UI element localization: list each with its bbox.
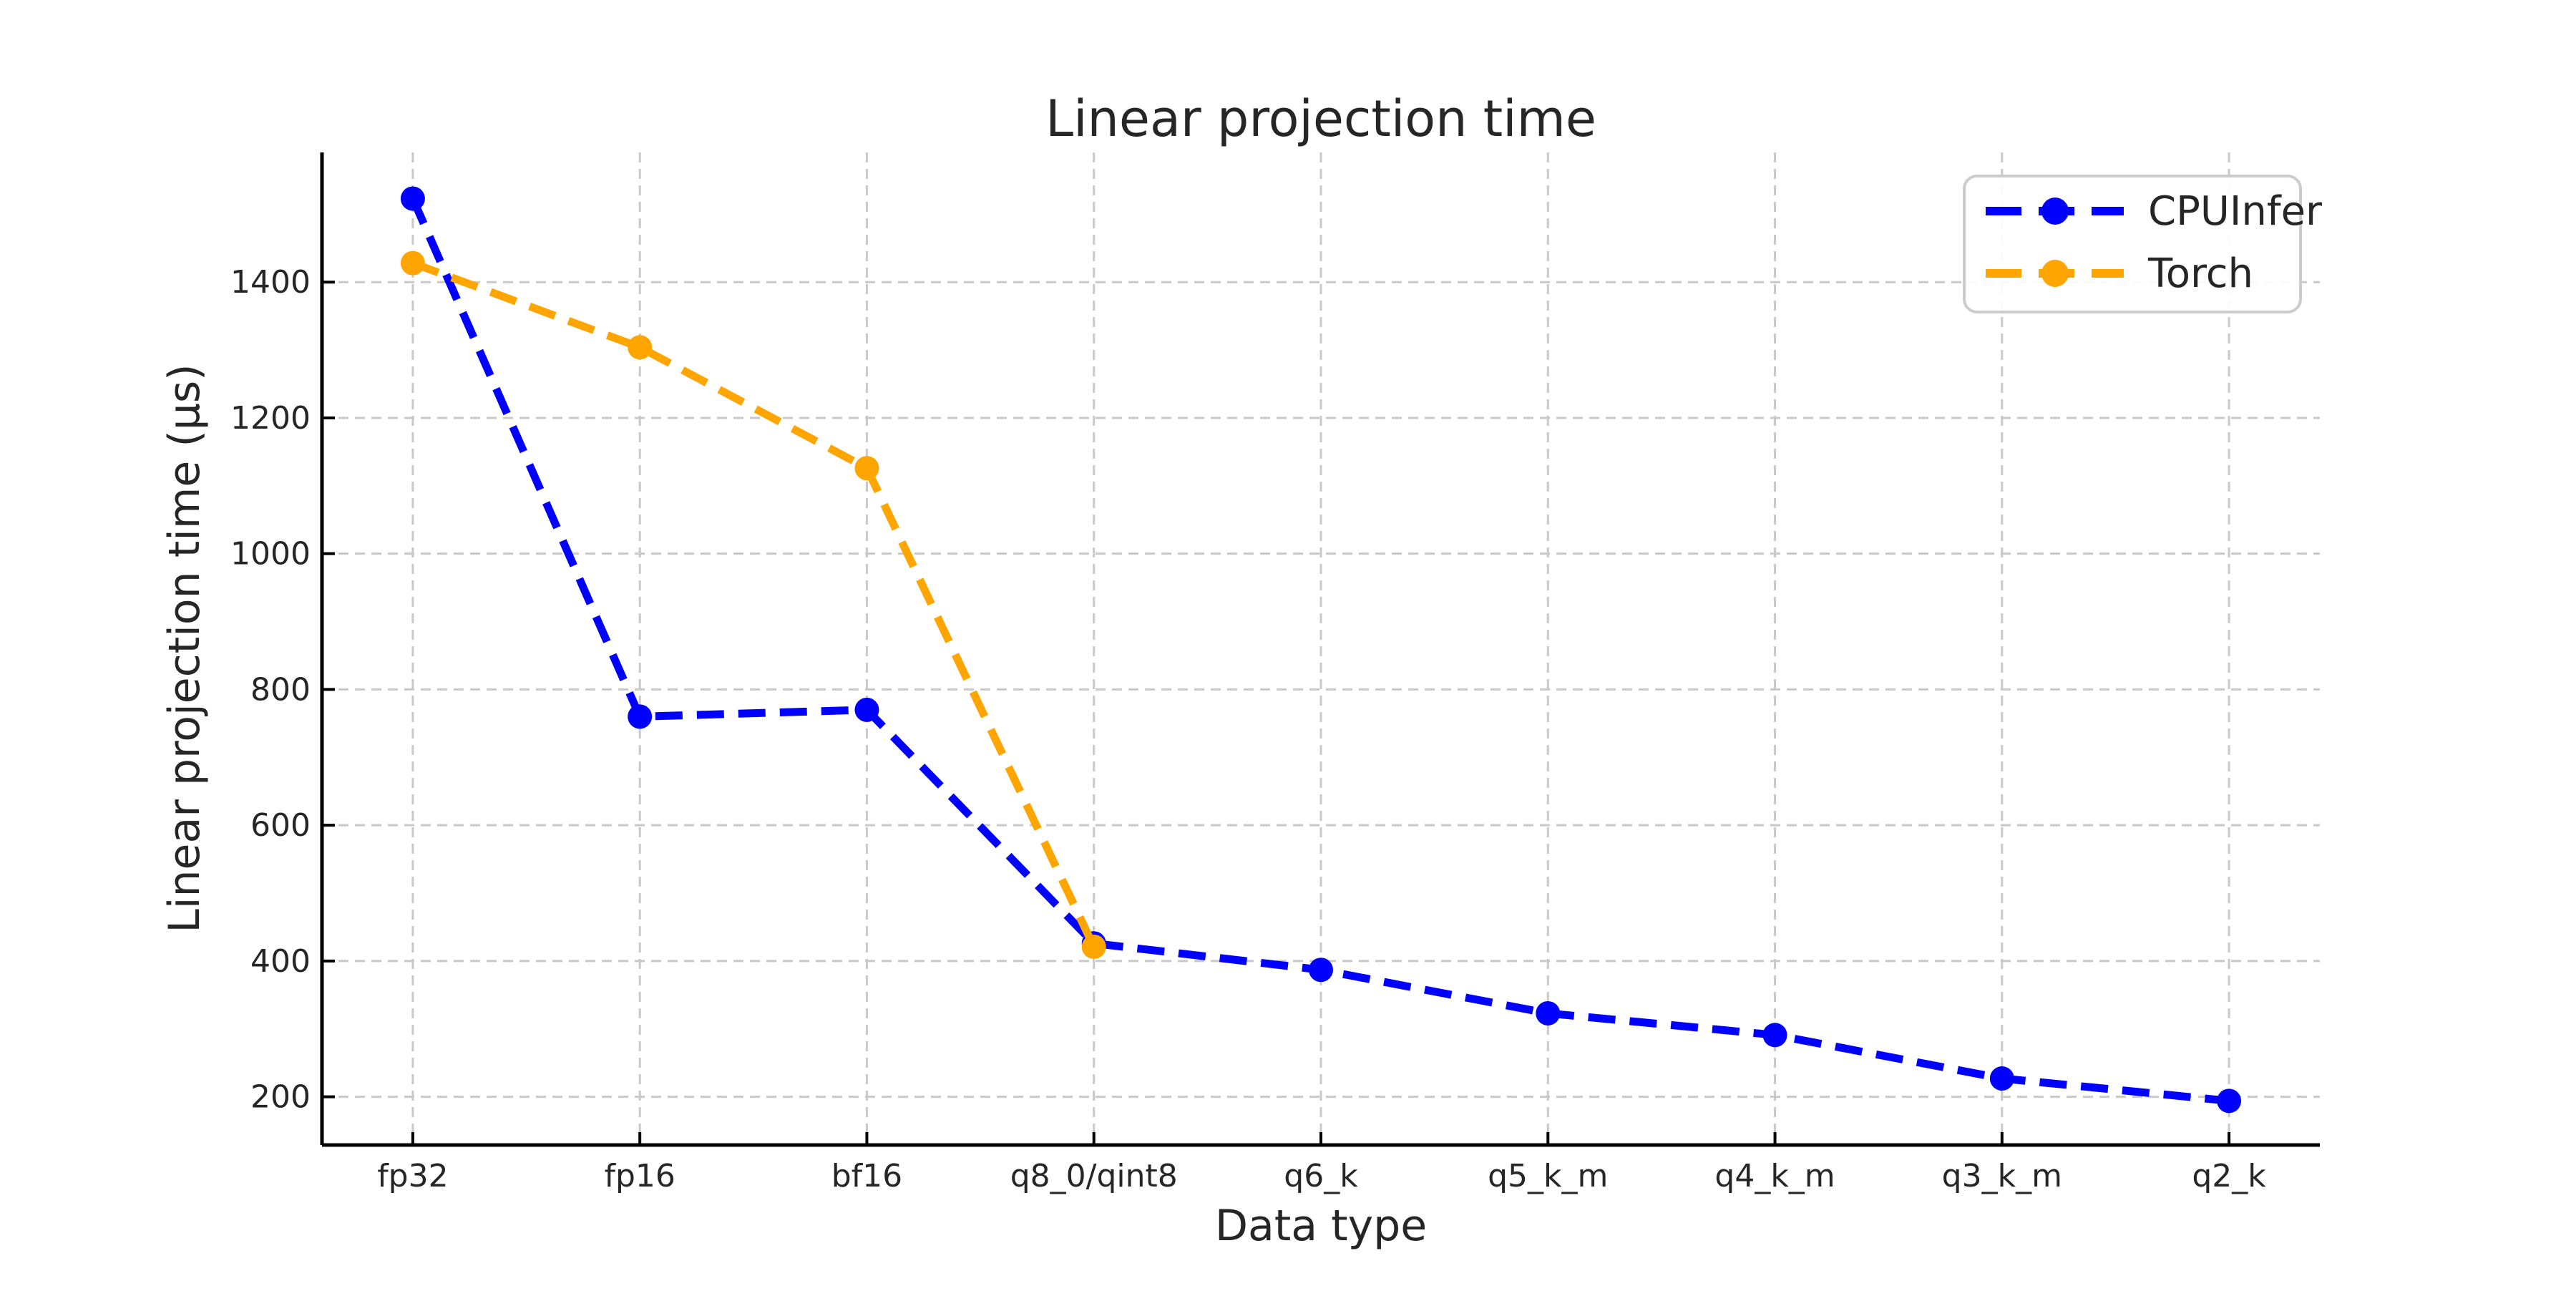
x-tick-label: fp16: [604, 1158, 675, 1194]
x-tick-label: q5_k_m: [1488, 1158, 1608, 1194]
legend-marker-icon: [2041, 260, 2069, 287]
data-point-cpuinfer: [854, 697, 879, 722]
y-tick-label: 1000: [230, 536, 311, 573]
x-tick-label: q4_k_m: [1714, 1158, 1835, 1194]
data-point-torch: [1081, 934, 1106, 959]
chart-title: Linear projection time: [1045, 89, 1596, 148]
x-tick-label: fp32: [377, 1158, 448, 1194]
data-point-torch: [628, 335, 653, 360]
y-tick-label: 200: [250, 1079, 311, 1116]
data-point-torch: [400, 250, 425, 276]
axes: 200 400 600 800 1000 1200 1400 fp32 fp16 bf16 q8_0…: [230, 152, 2320, 1194]
x-tick-label: q8_0/qint8: [1010, 1158, 1178, 1194]
data-point-cpuinfer: [1762, 1023, 1787, 1048]
data-point-cpuinfer: [1309, 958, 1333, 983]
y-tick-label: 600: [250, 807, 311, 844]
y-axis-label: Linear projection time (µs): [160, 364, 210, 932]
series-lines: [400, 186, 2242, 1114]
data-point-cpuinfer: [628, 704, 653, 729]
data-point-torch: [854, 456, 879, 481]
x-tick-label: bf16: [831, 1158, 902, 1194]
x-tick-label: q6_k: [1284, 1158, 1358, 1194]
x-tick-label: q2_k: [2192, 1158, 2266, 1194]
legend: CPUInfer Torch: [1963, 175, 2323, 313]
y-tick-label: 800: [250, 671, 311, 708]
y-tick-label: 1200: [230, 400, 311, 437]
y-tick-label: 400: [250, 943, 311, 980]
data-point-cpuinfer: [1989, 1066, 2014, 1091]
series-line-torch: [411, 259, 1098, 949]
x-axis-label: Data type: [1215, 1201, 1427, 1251]
data-point-cpuinfer: [400, 186, 425, 211]
legend-label: CPUInfer: [2148, 188, 2323, 235]
legend-entry-torch: Torch: [1986, 250, 2253, 297]
legend-entry-cpuinfer: CPUInfer: [1986, 188, 2323, 235]
legend-marker-icon: [2041, 198, 2069, 225]
data-point-cpuinfer: [1536, 1000, 1561, 1026]
x-tick-label: q3_k_m: [1942, 1158, 2062, 1194]
data-point-cpuinfer: [2217, 1088, 2242, 1114]
legend-label: Torch: [2147, 250, 2253, 297]
y-tick-label: 1400: [230, 264, 311, 301]
